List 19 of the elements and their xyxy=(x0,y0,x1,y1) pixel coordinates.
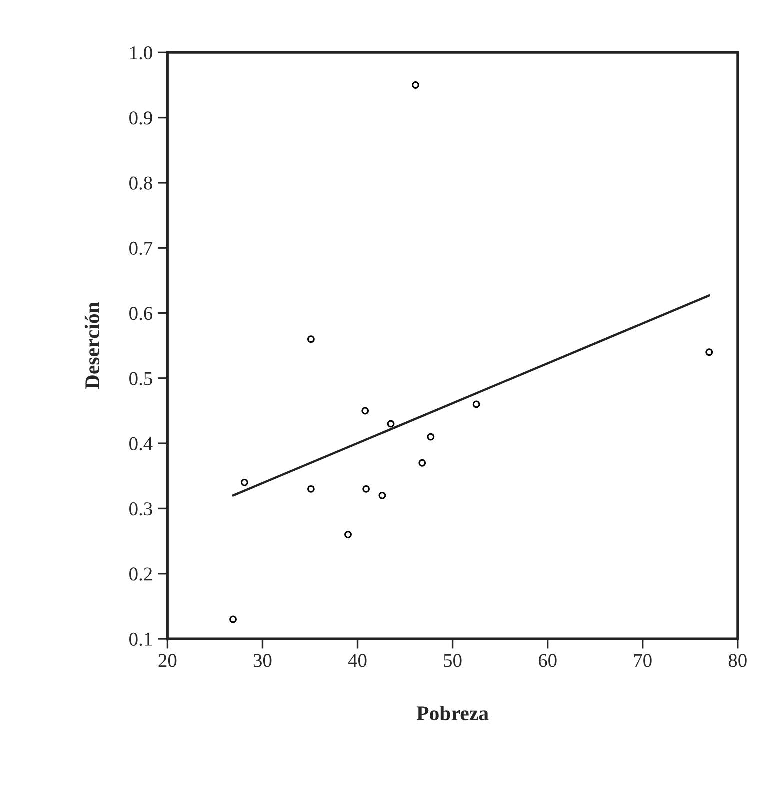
x-tick-label: 50 xyxy=(444,654,462,668)
x-tick-label: 20 xyxy=(158,654,177,668)
x-tick-label: 80 xyxy=(728,654,747,668)
y-tick-label: 0.2 xyxy=(130,568,152,581)
y-tick-label: 0.3 xyxy=(130,502,152,516)
y-tick-label: 0.8 xyxy=(130,176,152,190)
y-tick-label: 0.5 xyxy=(130,372,152,386)
y-tick-label: 1.0 xyxy=(130,46,152,60)
y-tick-label: 0.7 xyxy=(130,242,153,256)
x-tick-label: 40 xyxy=(348,654,367,668)
y-axis-title: Deserción xyxy=(84,302,100,390)
y-tick-label: 0.4 xyxy=(130,437,153,451)
y-tick-label: 0.9 xyxy=(130,112,152,125)
x-tick-label: 60 xyxy=(538,654,557,668)
y-tick-label: 0.6 xyxy=(130,307,153,320)
x-tick-label: 70 xyxy=(634,654,652,668)
y-tick-label: 0.1 xyxy=(130,632,152,646)
x-tick-label: 30 xyxy=(254,654,272,668)
x-axis-title: Pobreza xyxy=(416,706,489,721)
